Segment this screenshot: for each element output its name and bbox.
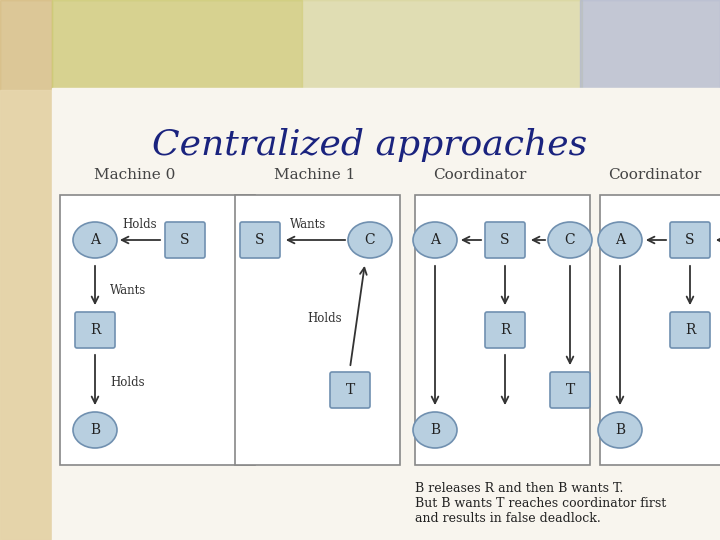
Bar [235, 195, 400, 465]
Text: Coordinator: Coordinator [433, 168, 527, 182]
FancyBboxPatch shape [485, 312, 525, 348]
Ellipse shape [598, 222, 642, 258]
Bar [580, 0, 720, 90]
Ellipse shape [413, 412, 457, 448]
Bar [52, 88, 720, 540]
Text: Wants: Wants [290, 219, 326, 232]
FancyBboxPatch shape [330, 372, 370, 408]
FancyBboxPatch shape [75, 312, 115, 348]
Text: Wants: Wants [110, 284, 146, 296]
Ellipse shape [413, 222, 457, 258]
Text: A: A [90, 233, 100, 247]
Text: Centralized approaches: Centralized approaches [153, 128, 588, 162]
Text: B: B [615, 423, 625, 437]
Bar [0, 0, 52, 540]
Text: S: S [500, 233, 510, 247]
Text: Machine 1: Machine 1 [274, 168, 356, 182]
Text: S: S [685, 233, 695, 247]
Text: S: S [256, 233, 265, 247]
Bar [680, 90, 720, 540]
Text: B: B [90, 423, 100, 437]
Text: R: R [685, 323, 696, 337]
Text: T: T [565, 383, 575, 397]
Text: R: R [90, 323, 100, 337]
Ellipse shape [598, 412, 642, 448]
Text: Coordinator: Coordinator [608, 168, 702, 182]
Text: Holds: Holds [110, 375, 145, 388]
FancyBboxPatch shape [240, 222, 280, 258]
Text: C: C [365, 233, 375, 247]
Text: Holds: Holds [307, 312, 342, 325]
Text: B releases R and then B wants T.
But B wants T reaches coordinator first
and res: B releases R and then B wants T. But B w… [415, 482, 666, 525]
FancyBboxPatch shape [550, 372, 590, 408]
FancyBboxPatch shape [165, 222, 205, 258]
Bar [60, 195, 255, 465]
Ellipse shape [73, 412, 117, 448]
Bar [600, 195, 720, 465]
Text: S: S [180, 233, 190, 247]
Bar [0, 90, 52, 540]
FancyBboxPatch shape [670, 222, 710, 258]
Bar [52, 0, 302, 90]
FancyBboxPatch shape [485, 222, 525, 258]
Text: A: A [615, 233, 625, 247]
Text: B: B [430, 423, 440, 437]
Ellipse shape [348, 222, 392, 258]
Bar [415, 195, 590, 465]
Text: R: R [500, 323, 510, 337]
Bar [52, 0, 582, 90]
Text: T: T [346, 383, 355, 397]
Text: A: A [430, 233, 440, 247]
Text: Machine 0: Machine 0 [94, 168, 176, 182]
Text: C: C [564, 233, 575, 247]
Text: Holds: Holds [122, 219, 157, 232]
FancyBboxPatch shape [670, 312, 710, 348]
Ellipse shape [548, 222, 592, 258]
Ellipse shape [73, 222, 117, 258]
